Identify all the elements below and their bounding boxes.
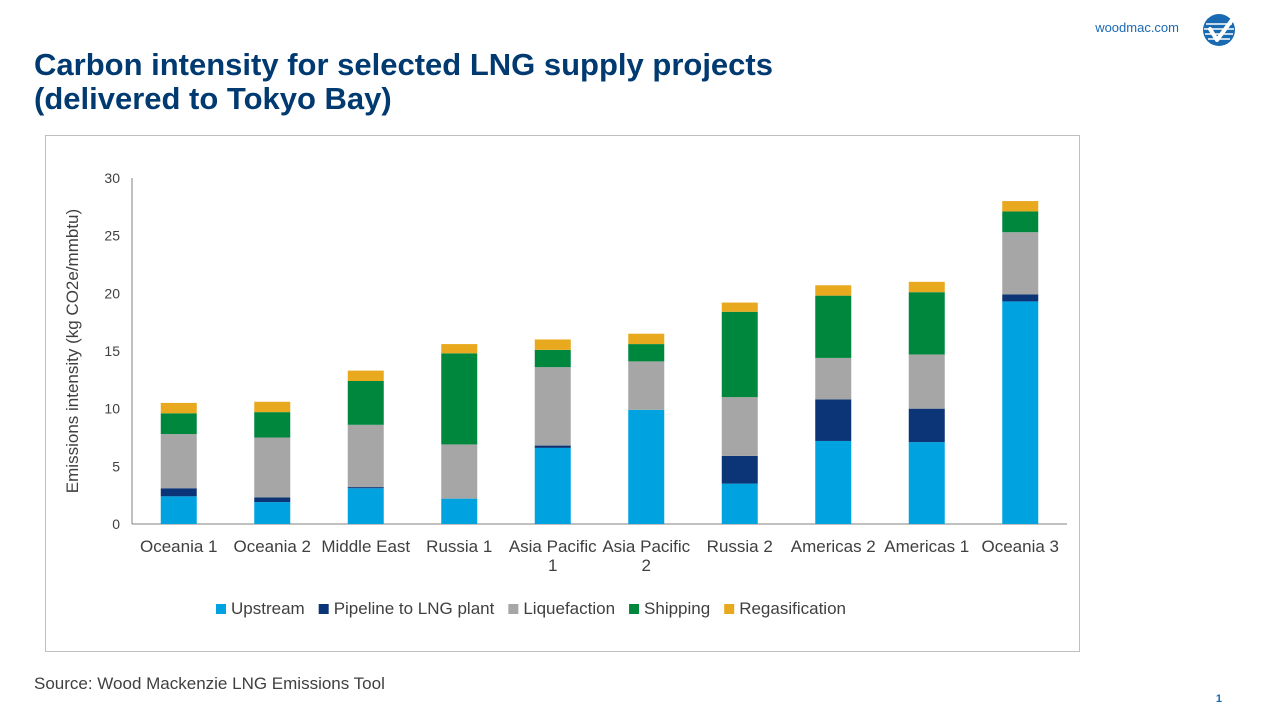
x-tick-label-7-0: Americas 2 — [791, 537, 876, 556]
bar-4-regasification — [534, 339, 571, 350]
bar-0-shipping — [160, 413, 197, 435]
bar-6-regasification — [721, 302, 758, 312]
y-tick-label-25: 25 — [104, 228, 120, 244]
bar-4-liquefaction — [534, 367, 571, 446]
y-tick-label-30: 30 — [104, 170, 120, 186]
bar-0-pipeline-to-lng-plant — [160, 488, 197, 497]
x-tick-label-1-0: Oceania 2 — [234, 537, 312, 556]
bar-3-regasification — [441, 344, 478, 354]
bar-9-regasification — [1002, 201, 1039, 212]
x-tick-label-8-0: Americas 1 — [884, 537, 969, 556]
bar-7-pipeline-to-lng-plant — [815, 399, 852, 441]
bar-3-liquefaction — [441, 444, 478, 499]
y-tick-label-20: 20 — [104, 285, 120, 301]
bar-4-shipping — [534, 349, 571, 368]
y-tick-label-0: 0 — [112, 516, 120, 532]
x-tick-label-2-0: Middle East — [321, 537, 410, 556]
legend-swatch-3 — [629, 604, 640, 614]
legend-swatch-4 — [724, 604, 735, 614]
bar-6-upstream — [721, 483, 758, 524]
x-tick-label-3-0: Russia 1 — [426, 537, 492, 556]
y-tick-label-15: 15 — [104, 343, 120, 359]
bar-3-shipping — [441, 353, 478, 445]
bar-0-regasification — [160, 402, 197, 414]
legend-label-3: Shipping — [644, 599, 710, 618]
bar-4-pipeline-to-lng-plant — [534, 445, 571, 448]
bar-9-liquefaction — [1002, 232, 1039, 295]
woodmac-logo-icon — [1200, 12, 1238, 48]
legend-swatch-2 — [508, 604, 519, 614]
bar-7-upstream — [815, 440, 852, 524]
bar-2-regasification — [347, 370, 384, 381]
bar-1-upstream — [254, 502, 291, 524]
bar-0-upstream — [160, 496, 197, 524]
bar-5-regasification — [628, 333, 665, 345]
bar-9-pipeline-to-lng-plant — [1002, 294, 1039, 302]
x-tick-label-4-0: Asia Pacific — [509, 537, 597, 556]
bar-0-liquefaction — [160, 434, 197, 489]
bar-8-regasification — [908, 281, 945, 293]
source-note: Source: Wood Mackenzie LNG Emissions Too… — [34, 674, 385, 693]
title-line-2: (delivered to Tokyo Bay) — [34, 81, 392, 116]
bar-9-shipping — [1002, 211, 1039, 233]
y-axis-label: Emissions intensity (kg CO2e/mmbtu) — [63, 209, 82, 493]
legend-swatch-1 — [318, 604, 329, 614]
legend-label-2: Liquefaction — [523, 599, 615, 618]
bar-7-liquefaction — [815, 357, 852, 400]
x-tick-label-5-0: Asia Pacific — [602, 537, 690, 556]
legend-swatch-0 — [216, 604, 226, 614]
legend-label-1: Pipeline to LNG plant — [334, 599, 495, 618]
x-tick-label-0-0: Oceania 1 — [140, 537, 218, 556]
y-tick-label-5: 5 — [112, 458, 120, 474]
x-tick-label-4-1: 1 — [548, 556, 557, 575]
x-tick-label-6-0: Russia 2 — [707, 537, 773, 556]
bar-8-pipeline-to-lng-plant — [908, 408, 945, 443]
legend-label-0: Upstream — [231, 599, 305, 618]
chart-frame: 0 5 10 15 20 25 30 Emissions intensity (kg CO2e… — [45, 135, 1080, 652]
x-tick-label-5-1: 2 — [642, 556, 651, 575]
bar-1-shipping — [254, 412, 291, 438]
bar-2-upstream — [347, 488, 384, 524]
bar-1-pipeline-to-lng-plant — [254, 497, 291, 503]
bar-7-regasification — [815, 285, 852, 296]
bar-5-upstream — [628, 409, 665, 524]
bar-8-liquefaction — [908, 354, 945, 409]
bar-8-upstream — [908, 442, 945, 524]
legend-label-4: Regasification — [739, 599, 846, 618]
y-tick-label-10: 10 — [104, 401, 120, 417]
bar-6-pipeline-to-lng-plant — [721, 455, 758, 484]
bar-5-liquefaction — [628, 361, 665, 410]
bar-2-liquefaction — [347, 424, 384, 488]
bar-1-regasification — [254, 401, 291, 413]
bar-8-shipping — [908, 292, 945, 355]
bar-2-shipping — [347, 380, 384, 425]
bar-2-pipeline-to-lng-plant — [347, 487, 384, 489]
page-number: 1 — [1215, 693, 1222, 705]
bar-6-shipping — [721, 311, 758, 398]
brand-url[interactable]: woodmac.com — [1095, 20, 1179, 35]
bar-6-liquefaction — [721, 397, 758, 456]
x-tick-label-9-0: Oceania 3 — [982, 537, 1060, 556]
bar-5-shipping — [628, 344, 665, 362]
bar-1-liquefaction — [254, 437, 291, 498]
bar-9-upstream — [1002, 301, 1039, 524]
bar-4-upstream — [534, 447, 571, 524]
bar-7-shipping — [815, 295, 852, 358]
title-line-1: Carbon intensity for selected LNG supply… — [34, 47, 773, 82]
bar-3-upstream — [441, 498, 478, 524]
page-title: Carbon intensity for selected LNG supply… — [34, 48, 1014, 116]
stacked-bar-chart: 0 5 10 15 20 25 30 Emissions intensity (kg CO2e… — [63, 170, 1067, 618]
